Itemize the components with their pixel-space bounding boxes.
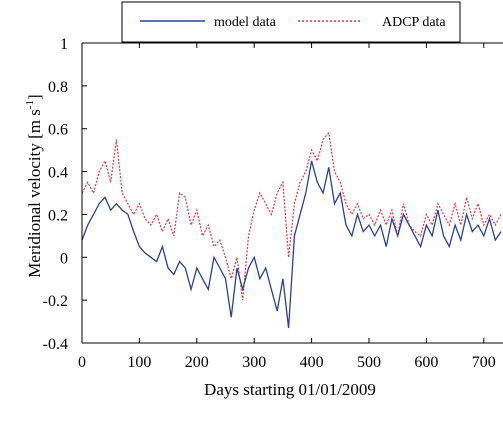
y-axis-label-sup: -1 — [24, 100, 36, 109]
y-axis-ticks: -0.4 -0.2 0 0.2 0.4 0.6 0.8 1 — [43, 36, 87, 353]
legend-label-model: model data — [214, 15, 277, 30]
x-tick-label: 300 — [242, 354, 266, 371]
x-axis-label: Days starting 01/01/2009 — [204, 380, 376, 399]
x-tick-label: 0 — [78, 354, 86, 371]
x-tick-label: 200 — [185, 354, 209, 371]
y-tick-label: 0.8 — [48, 79, 68, 96]
legend-label-adcp: ADCP data — [382, 15, 446, 30]
y-axis-label: Meridional velocity [m s-1] — [24, 94, 44, 277]
y-tick-label: 0 — [60, 250, 68, 267]
y-tick-label: 1 — [60, 36, 68, 53]
series-line-adcp — [81, 131, 502, 301]
y-tick-label: 0.4 — [48, 165, 68, 182]
y-tick-label: 0.6 — [48, 122, 68, 139]
x-tick-label: 600 — [414, 354, 438, 371]
y-tick-label: -0.4 — [43, 336, 68, 353]
y-axis-label-close: ] — [25, 94, 44, 100]
x-tick-label: 700 — [472, 354, 496, 371]
x-tick-label: 400 — [300, 354, 324, 371]
series-group — [81, 131, 502, 329]
y-tick-label: 0.2 — [48, 207, 68, 224]
y-axis-label-main: Meridional velocity [m s — [25, 109, 44, 278]
x-tick-label: 100 — [127, 354, 151, 371]
x-axis-ticks: 0 100 200 300 400 500 600 700 — [78, 43, 496, 371]
x-tick-label: 500 — [357, 354, 381, 371]
series-line-model — [81, 160, 502, 329]
legend: model data ADCP data — [121, 1, 461, 43]
y-tick-label: -0.2 — [43, 293, 68, 310]
legend-box — [121, 1, 461, 43]
